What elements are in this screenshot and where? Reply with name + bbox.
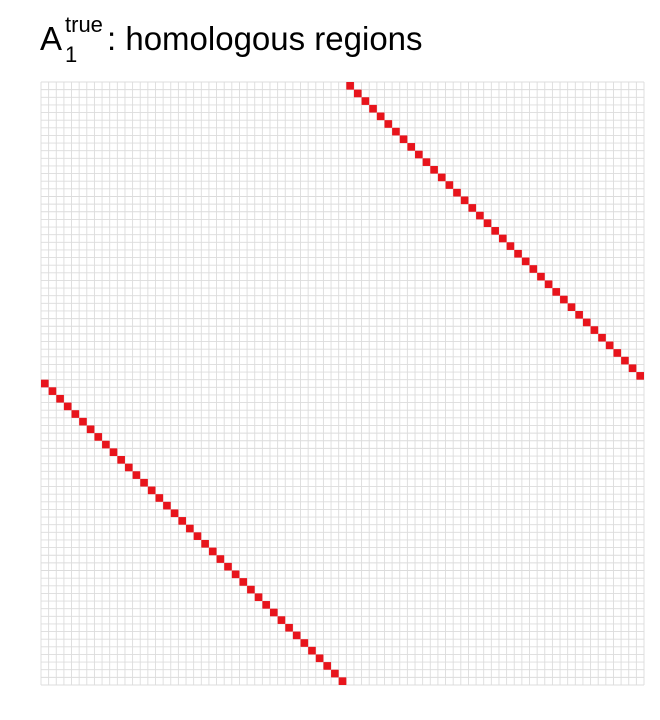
heatmap-cells <box>41 82 644 685</box>
heatmap-grid <box>40 81 645 686</box>
heatmap-cell-lower-diagonal <box>285 623 293 632</box>
heatmap-cell-lower-diagonal <box>170 509 179 518</box>
heatmap-cell-lower-diagonal <box>117 456 125 464</box>
heatmap-cell-lower-diagonal <box>224 562 232 571</box>
heatmap-cell-lower-diagonal <box>292 631 301 640</box>
heatmap-cell-upper-diagonal <box>453 188 461 197</box>
heatmap-cell-upper-diagonal <box>491 227 499 235</box>
heatmap-cell-lower-diagonal <box>338 677 347 685</box>
heatmap-cell-upper-diagonal <box>430 165 438 174</box>
heatmap-cell-upper-diagonal <box>537 272 545 281</box>
heatmap-cell-lower-diagonal <box>239 578 248 586</box>
heatmap-cell-upper-diagonal <box>529 265 538 273</box>
heatmap-cell-lower-diagonal <box>323 662 332 670</box>
heatmap-cell-upper-diagonal <box>422 158 431 166</box>
heatmap-cell-lower-diagonal <box>247 585 255 594</box>
chart-title-subscript: 1 <box>65 42 78 67</box>
heatmap-cell-upper-diagonal <box>407 143 416 151</box>
heatmap-cell-upper-diagonal <box>582 318 591 327</box>
heatmap-cell-upper-diagonal <box>353 89 362 98</box>
heatmap-cell-upper-diagonal <box>575 310 583 319</box>
heatmap-cell-lower-diagonal <box>63 402 72 411</box>
heatmap-cell-upper-diagonal <box>590 326 599 334</box>
heatmap-cell-upper-diagonal <box>384 120 393 128</box>
heatmap-cell-lower-diagonal <box>262 601 270 609</box>
heatmap-cell-lower-diagonal <box>109 448 118 457</box>
heatmap-cell-upper-diagonal <box>415 150 423 159</box>
heatmap-cell-upper-diagonal <box>514 249 522 258</box>
heatmap-cell-upper-diagonal <box>521 257 530 266</box>
heatmap-cell-upper-diagonal <box>560 295 568 304</box>
heatmap-cell-upper-diagonal <box>544 280 553 289</box>
heatmap-cell-upper-diagonal <box>498 234 507 243</box>
heatmap-cell-upper-diagonal <box>605 341 614 350</box>
heatmap-cell-upper-diagonal <box>598 333 606 342</box>
heatmap-cell-lower-diagonal <box>140 478 148 487</box>
heatmap-cell-upper-diagonal <box>376 112 385 121</box>
heatmap-cell-lower-diagonal <box>71 410 80 418</box>
heatmap-cell-lower-diagonal <box>315 654 324 663</box>
heatmap-cell-lower-diagonal <box>216 555 225 563</box>
heatmap-cell-upper-diagonal <box>483 219 492 228</box>
heatmap-cell-upper-diagonal <box>552 288 561 296</box>
heatmap-cell-lower-diagonal <box>308 646 316 655</box>
heatmap-cell-lower-diagonal <box>300 639 309 647</box>
heatmap-cell-lower-diagonal <box>132 471 141 479</box>
heatmap-cell-lower-diagonal <box>277 616 286 624</box>
heatmap-cell-upper-diagonal <box>399 135 408 144</box>
heatmap-cell-lower-diagonal <box>231 570 240 579</box>
heatmap-cell-upper-diagonal <box>506 242 515 250</box>
heatmap-cell-upper-diagonal <box>346 82 354 90</box>
chart-title-text: : homologous regions <box>107 20 423 57</box>
heatmap-cell-lower-diagonal <box>155 494 164 502</box>
chart-title-superscript: true <box>65 12 103 37</box>
heatmap-cell-lower-diagonal <box>102 440 110 449</box>
heatmap-cell-lower-diagonal <box>201 539 209 548</box>
heatmap-cell-lower-diagonal <box>147 486 156 495</box>
heatmap-cell-upper-diagonal <box>460 196 469 205</box>
heatmap-cell-upper-diagonal <box>621 356 629 365</box>
heatmap-cell-lower-diagonal <box>41 379 49 388</box>
heatmap-cell-lower-diagonal <box>208 547 217 556</box>
heatmap-cell-lower-diagonal <box>56 394 64 403</box>
heatmap-cell-upper-diagonal <box>636 372 644 380</box>
heatmap-cell-lower-diagonal <box>94 433 103 441</box>
heatmap-cell-lower-diagonal <box>79 417 87 426</box>
heatmap-cell-upper-diagonal <box>628 364 637 373</box>
heatmap-cell-upper-diagonal <box>437 173 446 182</box>
heatmap-background <box>41 82 644 685</box>
heatmap-cell-lower-diagonal <box>186 524 194 533</box>
heatmap-cell-lower-diagonal <box>269 608 278 617</box>
chart-title-base: A <box>40 20 63 57</box>
heatmap-cell-upper-diagonal <box>476 211 484 220</box>
heatmap-cell-lower-diagonal <box>254 593 263 602</box>
heatmap-cell-lower-diagonal <box>178 517 187 525</box>
heatmap-cell-upper-diagonal <box>392 127 400 136</box>
heatmap-cell-lower-diagonal <box>163 501 171 510</box>
heatmap-cell-upper-diagonal <box>369 104 377 113</box>
heatmap-cell-upper-diagonal <box>468 204 477 212</box>
heatmap-cell-upper-diagonal <box>567 303 576 311</box>
heatmap-cell-lower-diagonal <box>48 387 57 395</box>
heatmap-cell-lower-diagonal <box>86 425 95 434</box>
heatmap-cell-upper-diagonal <box>361 97 370 105</box>
heatmap-cell-lower-diagonal <box>331 669 339 678</box>
heatmap-cell-upper-diagonal <box>613 349 622 357</box>
heatmap-cell-upper-diagonal <box>445 181 454 189</box>
heatmap-cell-lower-diagonal <box>193 532 202 540</box>
heatmap-cell-lower-diagonal <box>124 463 133 472</box>
